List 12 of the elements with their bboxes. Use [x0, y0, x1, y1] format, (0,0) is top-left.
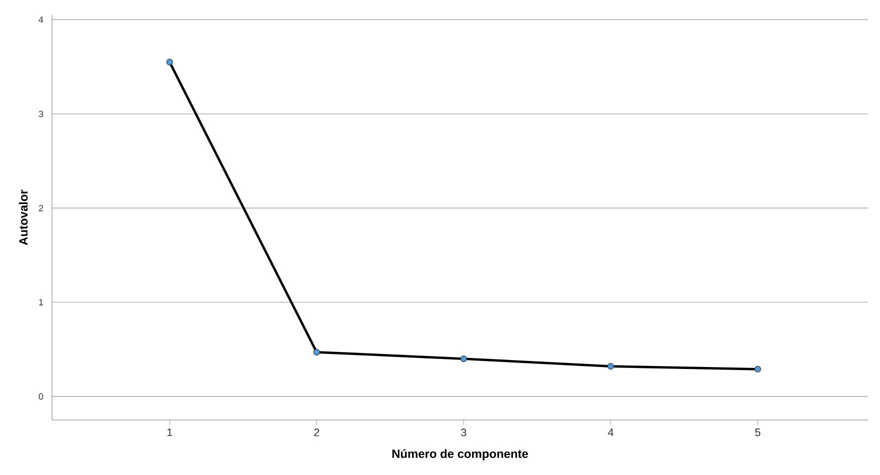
- y-tick-label: 1: [39, 299, 44, 306]
- x-tick-label: 4: [608, 428, 614, 436]
- x-tick-label: 2: [314, 428, 320, 436]
- x-axis-title: Número de componente: [392, 449, 528, 460]
- x-tick-label: 1: [167, 428, 172, 436]
- y-tick-label: 2: [38, 204, 44, 212]
- x-tick-label: 5: [755, 428, 760, 436]
- y-axis-title: Autovalor: [18, 190, 28, 246]
- y-tick-label: 4: [38, 16, 44, 23]
- y-tick-label: 0: [38, 393, 44, 400]
- x-tick-label: 3: [461, 428, 466, 436]
- y-tick-label: 3: [38, 110, 44, 118]
